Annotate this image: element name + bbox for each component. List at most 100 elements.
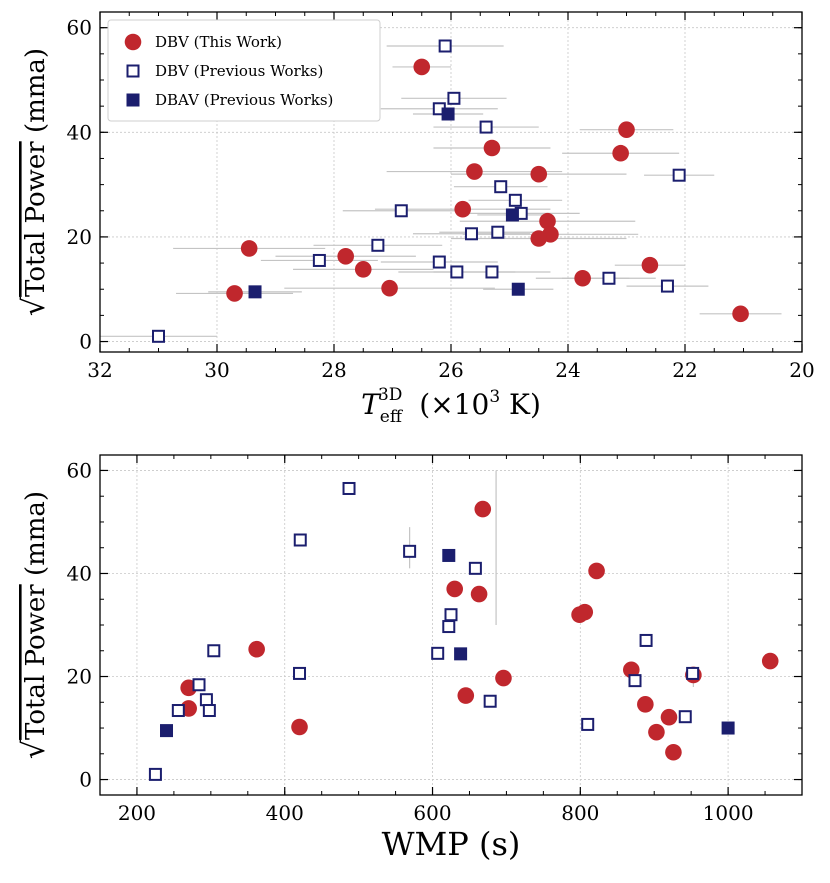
- data-point: [446, 580, 463, 598]
- data-point: [571, 606, 588, 623]
- x-axis-label: Teff3D (×103 K): [361, 385, 541, 427]
- data-point: [483, 694, 497, 708]
- y-tick-label: 40: [67, 120, 92, 144]
- data-point: [505, 208, 519, 222]
- data-point: [160, 724, 174, 738]
- data-point: [442, 548, 456, 562]
- data-point: [581, 717, 595, 731]
- data-point: [432, 255, 446, 269]
- data-point: [171, 704, 185, 718]
- x-tick-label: 26: [438, 358, 463, 382]
- legend: DBV (This Work) DBV (Previous Works) DBAV …: [107, 19, 381, 122]
- data-point: [491, 225, 505, 239]
- y-tick-label: 60: [67, 16, 92, 40]
- data-point: [442, 620, 456, 634]
- data-point: [628, 674, 642, 688]
- series-filled-square: [248, 107, 525, 299]
- data-point: [354, 261, 372, 278]
- data-point: [574, 269, 591, 287]
- data-point: [672, 168, 686, 182]
- data-point: [457, 687, 475, 704]
- data-point: [539, 212, 556, 230]
- panel-teff: 32 30 28 26 24 22 20 0 20 40 60 √Total Power (mma) T…: [17, 11, 815, 427]
- data-point: [641, 256, 659, 274]
- data-point: [479, 120, 493, 134]
- data-point: [441, 107, 455, 121]
- data-point: [199, 693, 213, 707]
- data-point: [466, 163, 483, 180]
- data-point: [454, 647, 468, 661]
- data-point: [612, 144, 629, 162]
- data-point: [686, 666, 700, 680]
- data-point: [240, 240, 258, 257]
- data-point: [660, 279, 674, 293]
- data-point: [454, 200, 472, 218]
- y-tick-label: 20: [67, 225, 92, 249]
- data-point: [602, 271, 616, 285]
- x-tick-label: 30: [204, 358, 229, 382]
- data-point: [637, 696, 654, 713]
- data-point: [293, 533, 307, 547]
- data-point: [394, 204, 408, 218]
- panel1-ylabel: √Total Power (mma): [17, 491, 52, 759]
- y-tick-label: 0: [79, 768, 92, 792]
- series-circle: [180, 500, 779, 761]
- data-point: [470, 585, 488, 603]
- data-point: [511, 282, 525, 296]
- data-point: [248, 640, 265, 658]
- x-tick-label: 20: [789, 358, 814, 382]
- data-point: [293, 666, 307, 680]
- data-point: [660, 708, 678, 726]
- data-point: [207, 644, 221, 658]
- series-open-square: [152, 39, 686, 343]
- data-point: [202, 704, 216, 718]
- data-point: [508, 193, 522, 207]
- y-tick-label: 0: [79, 330, 92, 354]
- data-point: [152, 329, 165, 343]
- x-tick-label: 400: [266, 801, 304, 825]
- data-point: [485, 265, 499, 279]
- x-tick-label: 28: [321, 358, 346, 382]
- data-point: [444, 608, 458, 622]
- data-point: [721, 721, 735, 735]
- panel1-ylabel-text: √Total Power (mma): [17, 491, 52, 759]
- x-tick-label: 22: [672, 358, 697, 382]
- data-point: [371, 238, 385, 252]
- x-tick-label: 32: [87, 358, 112, 382]
- data-point: [623, 661, 640, 679]
- data-point: [530, 230, 548, 247]
- data-point: [474, 500, 492, 518]
- x-tick-label: 1000: [703, 801, 754, 825]
- x-tick-label: 200: [118, 801, 156, 825]
- data-point: [342, 481, 356, 495]
- legend-label: DBV (This Work): [155, 33, 282, 51]
- data-point: [291, 718, 308, 736]
- legend-marker: [126, 93, 140, 107]
- data-point: [665, 743, 682, 761]
- data-point: [678, 710, 692, 724]
- data-point: [381, 279, 398, 297]
- y-tick-label: 20: [67, 665, 92, 689]
- data-point: [464, 227, 478, 241]
- data-point: [530, 165, 548, 183]
- series-filled-square: [160, 548, 735, 738]
- data-point: [761, 652, 779, 670]
- data-point: [413, 58, 431, 76]
- data-point: [438, 39, 452, 53]
- legend-marker: [126, 64, 140, 78]
- data-point: [447, 91, 461, 105]
- legend-box: [107, 19, 381, 122]
- x-tick-label: 800: [561, 801, 599, 825]
- data-point: [483, 139, 501, 157]
- panel0-ylabel: √Total Power (mma): [17, 48, 52, 316]
- data-point: [403, 544, 417, 558]
- data-point: [468, 561, 482, 575]
- data-point: [226, 285, 243, 302]
- y-tick-label: 60: [67, 458, 92, 482]
- y-tick-label: 40: [67, 561, 92, 585]
- legend-marker: [124, 33, 142, 51]
- legend-label: DBV (Previous Works): [155, 62, 323, 80]
- legend-label: DBAV (Previous Works): [155, 91, 333, 109]
- data-point: [248, 285, 262, 299]
